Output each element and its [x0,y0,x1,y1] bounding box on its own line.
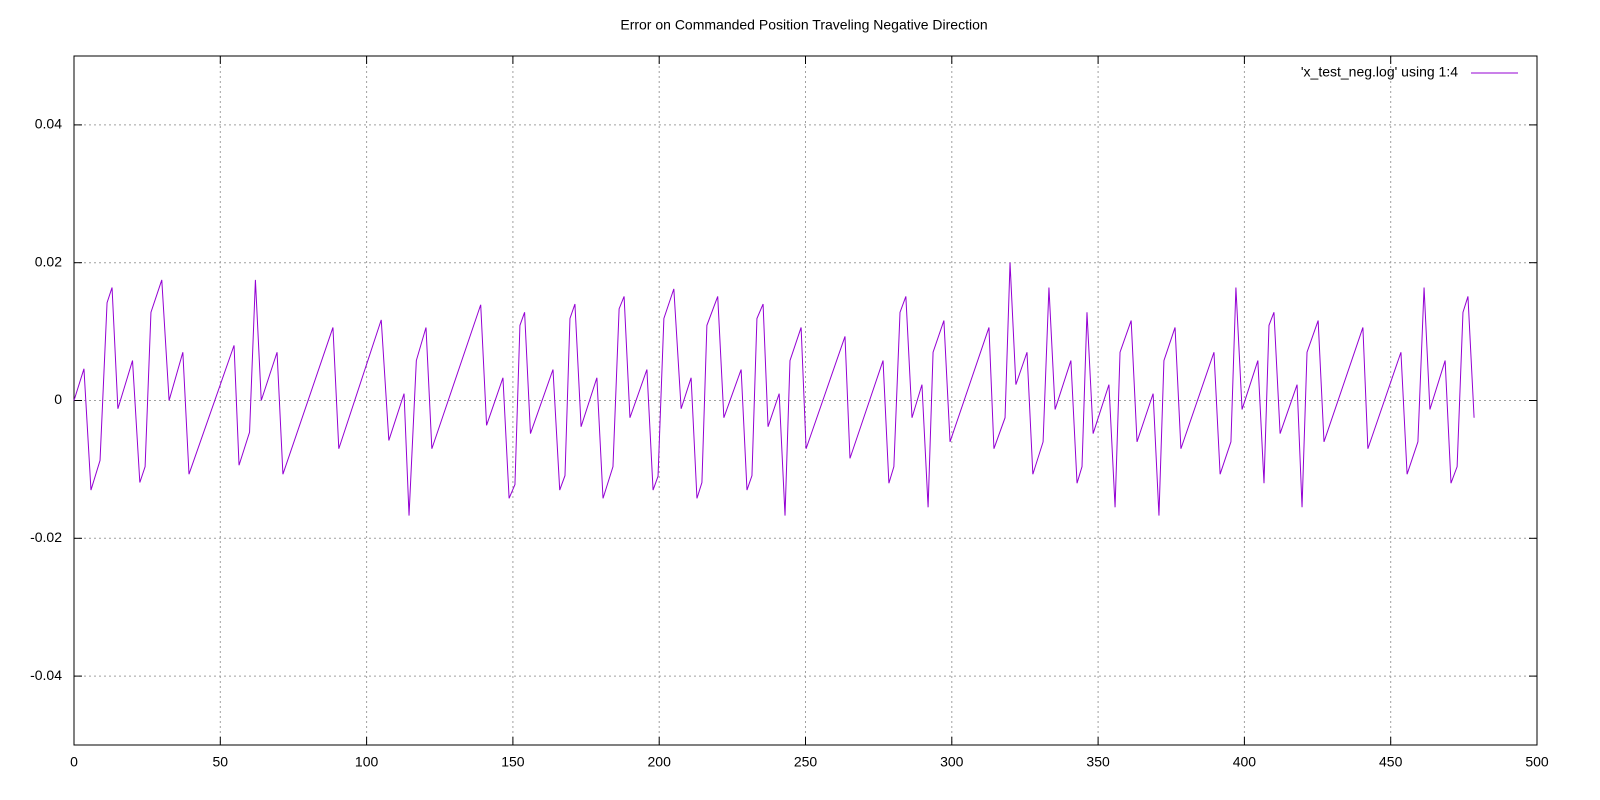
legend-label: 'x_test_neg.log' using 1:4 [1301,64,1458,80]
x-tick-label: 0 [70,754,78,770]
x-tick-label: 100 [355,754,379,770]
y-tick-label: 0.04 [35,116,62,132]
x-tick-label: 250 [794,754,818,770]
chart-title: Error on Commanded Position Traveling Ne… [620,17,987,33]
y-tick-label: -0.02 [30,529,62,545]
x-tick-label: 200 [648,754,672,770]
y-tick-label: 0 [54,391,62,407]
x-tick-label: 50 [213,754,229,770]
x-tick-label: 400 [1233,754,1257,770]
data-line [73,262,1475,516]
y-tick-label: -0.04 [30,667,62,683]
x-tick-label: 300 [940,754,964,770]
x-tick-label: 350 [1086,754,1110,770]
x-tick-label: 450 [1379,754,1403,770]
y-tick-label: 0.02 [35,253,62,269]
x-tick-label: 150 [501,754,525,770]
x-tick-label: 500 [1525,754,1549,770]
